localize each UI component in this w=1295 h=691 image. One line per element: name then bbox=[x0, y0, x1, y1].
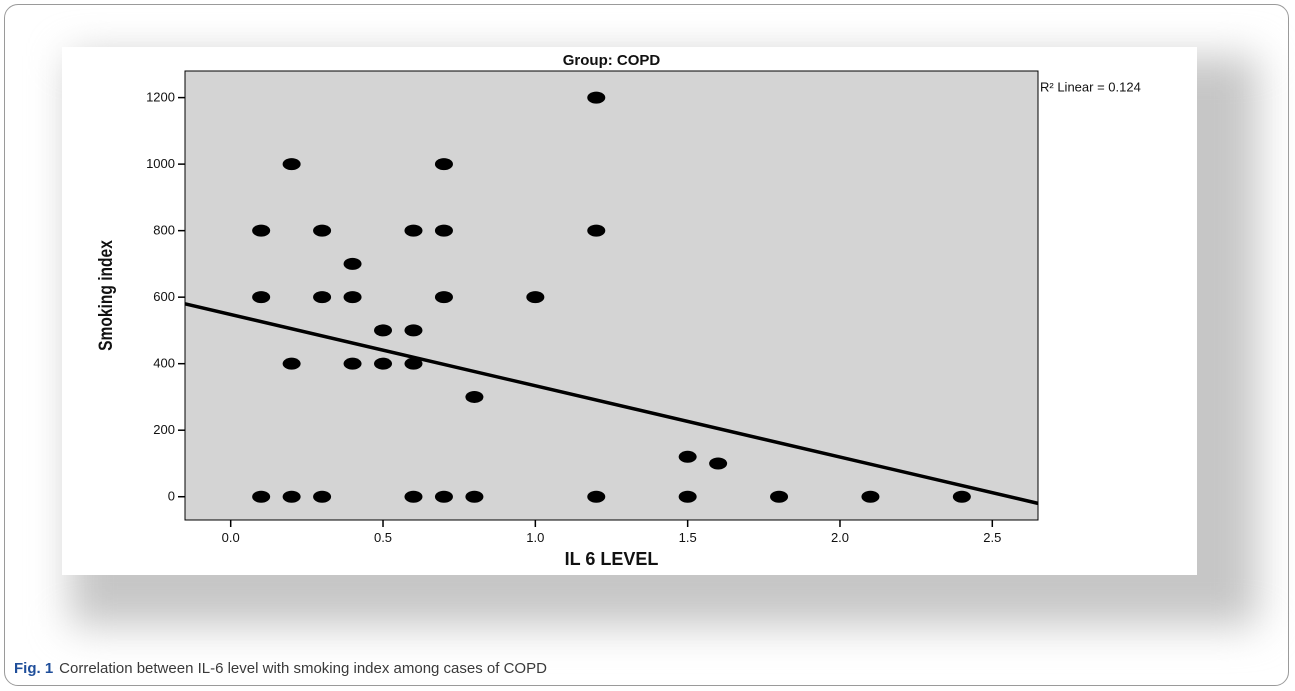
data-point bbox=[374, 357, 393, 370]
x-tick-label: 2.5 bbox=[983, 530, 1001, 545]
y-tick-label: 400 bbox=[153, 356, 175, 371]
y-tick-label: 1200 bbox=[146, 90, 175, 105]
data-point bbox=[526, 291, 545, 304]
x-tick-label: 0.5 bbox=[374, 530, 392, 545]
data-point bbox=[313, 291, 332, 304]
data-point bbox=[252, 490, 271, 503]
data-point bbox=[434, 224, 453, 237]
data-point bbox=[587, 224, 606, 237]
y-axis-label: Smoking index bbox=[95, 240, 117, 351]
fit-line bbox=[184, 302, 1039, 506]
figure-caption: Fig. 1 Correlation between IL-6 level wit… bbox=[14, 660, 547, 677]
chart-title: Group: COPD bbox=[563, 52, 661, 69]
y-tick-label: 200 bbox=[153, 422, 175, 437]
data-point bbox=[678, 450, 697, 463]
caption-label: Fig. 1 bbox=[14, 660, 54, 677]
data-point bbox=[465, 490, 484, 503]
data-point bbox=[374, 324, 393, 337]
data-point bbox=[587, 490, 606, 503]
data-point bbox=[465, 390, 484, 403]
x-tick-label: 2.0 bbox=[831, 530, 849, 545]
y-tick-label: 0 bbox=[168, 489, 175, 504]
data-point bbox=[404, 224, 423, 237]
data-point bbox=[313, 224, 332, 237]
y-tick-label: 1000 bbox=[146, 156, 175, 171]
y-tick-label: 800 bbox=[153, 223, 175, 238]
data-point bbox=[404, 357, 423, 370]
x-tick-label: 0.0 bbox=[222, 530, 240, 545]
data-point bbox=[861, 490, 880, 503]
data-point bbox=[282, 158, 301, 171]
data-point bbox=[404, 490, 423, 503]
scatter-plot: Group: COPD 0 200 400 600 800 1000 1200 0.0 0.5 1.… bbox=[95, 52, 1141, 569]
data-point bbox=[282, 490, 301, 503]
plot-area bbox=[184, 70, 1039, 521]
data-point bbox=[313, 490, 332, 503]
data-point bbox=[434, 158, 453, 171]
data-point bbox=[678, 490, 697, 503]
figure-card: Group: COPD 0 200 400 600 800 1000 1200 0.0 0.5 1.… bbox=[62, 47, 1197, 575]
x-tick-label: 1.5 bbox=[679, 530, 697, 545]
data-point bbox=[343, 357, 362, 370]
data-point bbox=[434, 490, 453, 503]
data-point bbox=[404, 324, 423, 337]
caption-text: Correlation between IL-6 level with smok… bbox=[59, 660, 547, 677]
data-point bbox=[952, 490, 971, 503]
data-point bbox=[252, 291, 271, 304]
data-point bbox=[343, 257, 362, 270]
x-axis-label: IL 6 LEVEL bbox=[565, 549, 659, 569]
data-point bbox=[709, 457, 728, 470]
data-point bbox=[587, 91, 606, 104]
data-point bbox=[252, 224, 271, 237]
data-point bbox=[343, 291, 362, 304]
data-point bbox=[434, 291, 453, 304]
data-point bbox=[282, 357, 301, 370]
x-tick-label: 1.0 bbox=[526, 530, 544, 545]
y-tick-label: 600 bbox=[153, 289, 175, 304]
data-point bbox=[770, 490, 789, 503]
r2-label: R² Linear = 0.124 bbox=[1040, 80, 1141, 95]
